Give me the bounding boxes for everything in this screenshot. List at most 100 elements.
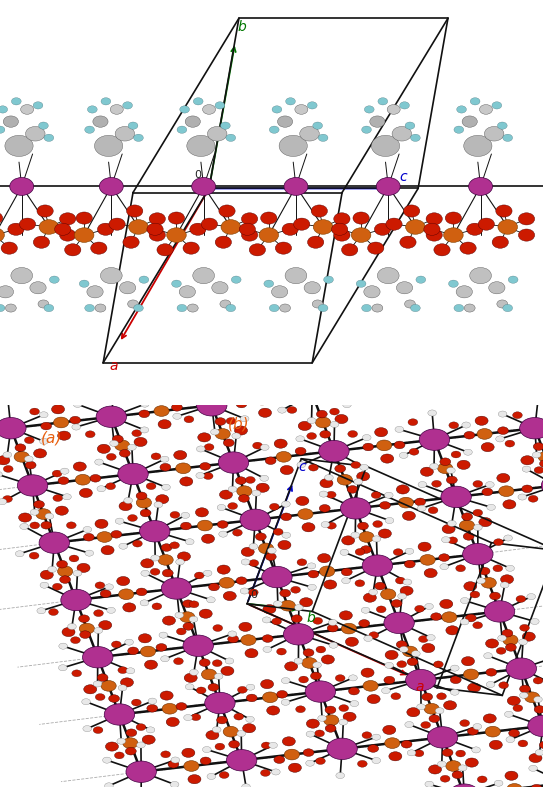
- Ellipse shape: [473, 622, 483, 629]
- Ellipse shape: [72, 670, 81, 677]
- Ellipse shape: [296, 497, 309, 505]
- Ellipse shape: [0, 212, 3, 224]
- Ellipse shape: [363, 681, 378, 691]
- Ellipse shape: [146, 727, 155, 733]
- Ellipse shape: [387, 105, 400, 114]
- Ellipse shape: [212, 660, 222, 667]
- Ellipse shape: [58, 431, 71, 440]
- Ellipse shape: [53, 417, 68, 428]
- Ellipse shape: [496, 205, 512, 217]
- Ellipse shape: [0, 227, 4, 242]
- Ellipse shape: [34, 449, 47, 458]
- Ellipse shape: [40, 582, 49, 588]
- Ellipse shape: [245, 476, 255, 483]
- Ellipse shape: [228, 486, 237, 493]
- Ellipse shape: [384, 737, 400, 748]
- Ellipse shape: [87, 286, 103, 298]
- Ellipse shape: [101, 545, 114, 555]
- Ellipse shape: [207, 774, 216, 779]
- Ellipse shape: [40, 412, 48, 418]
- Ellipse shape: [189, 616, 198, 623]
- Ellipse shape: [304, 282, 320, 294]
- Ellipse shape: [424, 568, 437, 578]
- Ellipse shape: [97, 444, 110, 453]
- Ellipse shape: [424, 224, 440, 235]
- Ellipse shape: [405, 722, 414, 728]
- Ellipse shape: [106, 482, 116, 490]
- Ellipse shape: [226, 418, 236, 424]
- Ellipse shape: [69, 555, 79, 562]
- Ellipse shape: [363, 593, 376, 602]
- Text: 0: 0: [250, 590, 257, 600]
- Ellipse shape: [426, 212, 443, 225]
- Ellipse shape: [72, 424, 80, 430]
- Ellipse shape: [503, 305, 513, 312]
- Ellipse shape: [109, 218, 125, 231]
- Ellipse shape: [213, 625, 223, 631]
- Ellipse shape: [242, 784, 250, 787]
- Ellipse shape: [223, 726, 238, 737]
- Ellipse shape: [424, 704, 439, 714]
- Ellipse shape: [158, 419, 171, 429]
- Ellipse shape: [274, 756, 285, 763]
- Ellipse shape: [422, 693, 433, 700]
- Ellipse shape: [313, 618, 323, 624]
- Ellipse shape: [383, 726, 396, 734]
- Ellipse shape: [529, 765, 538, 771]
- Ellipse shape: [187, 135, 215, 157]
- Ellipse shape: [375, 582, 386, 590]
- Ellipse shape: [182, 748, 195, 757]
- Ellipse shape: [442, 748, 453, 756]
- Ellipse shape: [317, 410, 327, 418]
- Ellipse shape: [448, 537, 458, 544]
- Ellipse shape: [315, 730, 325, 737]
- Ellipse shape: [299, 676, 308, 683]
- Ellipse shape: [101, 681, 116, 691]
- Ellipse shape: [52, 405, 65, 414]
- Ellipse shape: [422, 644, 435, 652]
- Ellipse shape: [496, 648, 506, 654]
- Ellipse shape: [73, 462, 86, 471]
- Ellipse shape: [223, 591, 236, 600]
- Ellipse shape: [280, 589, 291, 597]
- Ellipse shape: [277, 407, 286, 413]
- Ellipse shape: [219, 531, 228, 538]
- Ellipse shape: [263, 604, 276, 614]
- Ellipse shape: [217, 521, 228, 528]
- Ellipse shape: [312, 300, 323, 308]
- Ellipse shape: [364, 635, 372, 641]
- Ellipse shape: [21, 105, 34, 114]
- Ellipse shape: [406, 670, 436, 691]
- Ellipse shape: [37, 205, 53, 217]
- Ellipse shape: [254, 394, 269, 405]
- Ellipse shape: [117, 576, 130, 586]
- Ellipse shape: [451, 665, 459, 671]
- Ellipse shape: [53, 494, 62, 501]
- Ellipse shape: [60, 468, 69, 475]
- Ellipse shape: [402, 512, 415, 520]
- Ellipse shape: [48, 608, 58, 615]
- Ellipse shape: [286, 98, 295, 105]
- Ellipse shape: [395, 577, 405, 584]
- Ellipse shape: [169, 542, 179, 549]
- Ellipse shape: [219, 771, 229, 778]
- Ellipse shape: [394, 442, 405, 449]
- Ellipse shape: [282, 501, 291, 507]
- Ellipse shape: [355, 580, 365, 586]
- Ellipse shape: [481, 442, 494, 452]
- Ellipse shape: [242, 212, 258, 225]
- Ellipse shape: [449, 422, 459, 429]
- Ellipse shape: [479, 518, 492, 527]
- Ellipse shape: [276, 452, 291, 462]
- Ellipse shape: [39, 220, 59, 235]
- Ellipse shape: [269, 742, 277, 748]
- Ellipse shape: [10, 178, 34, 195]
- Ellipse shape: [14, 452, 29, 462]
- Ellipse shape: [185, 538, 194, 545]
- Ellipse shape: [5, 135, 33, 157]
- Ellipse shape: [161, 656, 169, 662]
- Ellipse shape: [294, 604, 303, 611]
- Ellipse shape: [162, 704, 177, 714]
- Ellipse shape: [403, 579, 412, 585]
- Ellipse shape: [167, 227, 186, 242]
